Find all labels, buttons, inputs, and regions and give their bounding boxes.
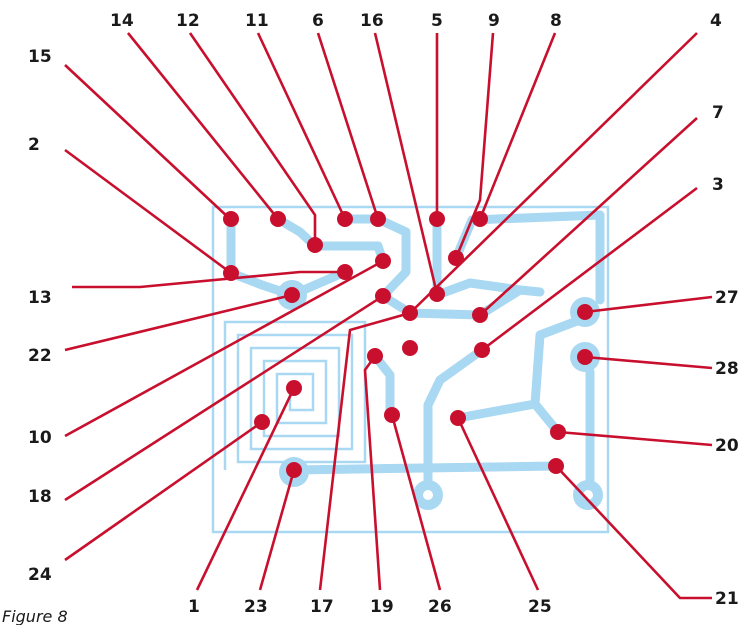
leader-12 (188, 32, 317, 245)
leader-15 (64, 64, 231, 220)
label-3: 3 (712, 175, 724, 195)
label-14: 14 (110, 11, 134, 31)
dot-8 (472, 211, 488, 227)
dot-18 (375, 288, 391, 304)
dot-26 (384, 407, 400, 423)
dot-11 (337, 211, 353, 227)
leader-25 (456, 417, 540, 591)
leader-20 (557, 430, 713, 447)
label-19: 19 (370, 597, 394, 617)
leader-7 (479, 117, 698, 316)
label-27: 27 (715, 288, 739, 308)
dot-13 (337, 264, 353, 280)
dot-16 (429, 286, 445, 302)
label-15: 15 (28, 47, 52, 67)
leader-lines (64, 32, 713, 600)
label-9: 9 (488, 11, 500, 31)
leader-24 (64, 420, 263, 562)
dot-19 (367, 348, 383, 364)
label-22: 22 (28, 346, 52, 366)
leader-16 (373, 32, 439, 295)
dot-5 (429, 211, 445, 227)
leader-2 (64, 148, 232, 275)
label-4: 4 (710, 11, 722, 31)
label-23: 23 (244, 597, 268, 617)
board-outline (211, 205, 610, 534)
label-18: 18 (28, 487, 52, 507)
leader-21 (555, 465, 712, 600)
dot-3 (474, 342, 490, 358)
leader-1 (195, 387, 296, 591)
dot-6 (370, 211, 386, 227)
dot-25 (450, 410, 466, 426)
leader-13 (72, 270, 345, 289)
dot-22 (284, 287, 300, 303)
leader-3 (481, 186, 698, 352)
leader-9 (454, 32, 495, 259)
connection-points (223, 211, 593, 478)
dot-7 (472, 307, 488, 323)
dot-23 (286, 462, 302, 478)
label-5: 5 (431, 11, 443, 31)
dot-27 (577, 304, 593, 320)
label-1: 1 (188, 597, 200, 617)
label-26: 26 (428, 597, 452, 617)
label-7: 7 (712, 103, 724, 123)
label-25: 25 (528, 597, 552, 617)
dot-14 (270, 211, 286, 227)
dot-28 (577, 349, 593, 365)
leader-11 (256, 32, 347, 220)
label-24: 24 (28, 565, 52, 585)
dot-12 (307, 237, 323, 253)
leader-28 (584, 355, 713, 370)
label-20: 20 (715, 436, 739, 456)
label-13: 13 (28, 288, 52, 308)
leader-6 (316, 32, 380, 220)
label-2: 2 (28, 135, 40, 155)
dot-20 (550, 424, 566, 440)
label-12: 12 (176, 11, 200, 31)
leader-27 (584, 295, 713, 314)
leader-4 (409, 32, 698, 314)
label-21: 21 (715, 589, 739, 609)
leader-23 (258, 469, 296, 591)
leader-10 (64, 259, 384, 438)
leader-17 (318, 311, 411, 591)
leader-26 (390, 414, 442, 591)
leader-18 (64, 294, 384, 502)
dot-24 (254, 414, 270, 430)
leader-8 (478, 32, 557, 220)
figure-caption: Figure 8 (2, 607, 68, 625)
spiral-coil (223, 320, 367, 470)
dot-1 (286, 380, 302, 396)
label-17: 17 (310, 597, 334, 617)
number-labels: 14 12 11 6 16 5 9 8 4 15 2 13 22 10 18 2… (28, 11, 739, 617)
dot-10 (375, 253, 391, 269)
dot-9 (448, 250, 464, 266)
label-10: 10 (28, 428, 52, 448)
label-28: 28 (715, 359, 739, 379)
label-11: 11 (245, 11, 269, 31)
dot-21 (548, 458, 564, 474)
dot-17 (402, 305, 418, 321)
dot-2 (223, 265, 239, 281)
leader-14 (126, 32, 280, 220)
label-6: 6 (312, 11, 324, 31)
leader-22 (64, 293, 293, 352)
label-8: 8 (550, 11, 562, 31)
dot-15 (223, 211, 239, 227)
dot-4 (402, 340, 418, 356)
label-16: 16 (360, 11, 384, 31)
